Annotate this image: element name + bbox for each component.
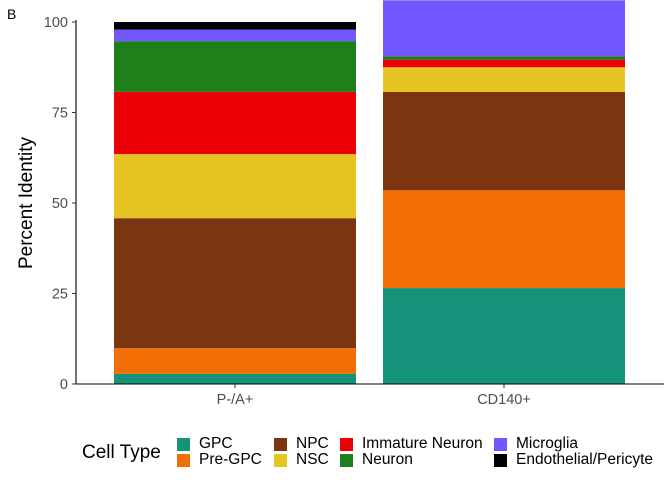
legend-item: Immature Neuron bbox=[340, 435, 483, 453]
y-tick-label: 100 bbox=[44, 15, 68, 31]
bar-segment bbox=[114, 91, 356, 155]
legend-label: Endothelial/Pericyte bbox=[516, 451, 653, 468]
legend-item: NPC bbox=[274, 435, 329, 453]
legend-key bbox=[274, 437, 287, 451]
legend-label: Microglia bbox=[516, 435, 579, 452]
legend-item: Microglia bbox=[494, 435, 578, 453]
legend-label: NPC bbox=[296, 435, 329, 452]
legend-key bbox=[494, 453, 507, 467]
bar-segment bbox=[383, 91, 625, 191]
legend-key bbox=[340, 453, 353, 467]
legend-item: Neuron bbox=[340, 451, 413, 469]
bar-segment bbox=[114, 373, 356, 384]
x-tick-label: CD140+ bbox=[477, 392, 531, 408]
legend-key bbox=[177, 437, 190, 451]
legend-label: NSC bbox=[296, 451, 329, 468]
panel-label: B bbox=[7, 6, 17, 22]
bar-segment bbox=[383, 59, 625, 68]
bar-segment bbox=[114, 29, 356, 42]
legend-label: Pre-GPC bbox=[199, 451, 262, 468]
legend-key bbox=[274, 453, 287, 467]
legend-item: Pre-GPC bbox=[177, 451, 262, 469]
legend-label: GPC bbox=[199, 435, 233, 452]
legend-item: Endothelial/Pericyte bbox=[494, 451, 653, 469]
bar-segment bbox=[383, 288, 625, 384]
bar-segment bbox=[114, 348, 356, 374]
legend-key bbox=[340, 437, 353, 451]
legend-label: Neuron bbox=[362, 451, 413, 468]
bar-segment bbox=[114, 41, 356, 92]
legend-item: NSC bbox=[274, 451, 329, 469]
y-tick-label: 25 bbox=[52, 287, 68, 303]
bar-segment bbox=[383, 56, 625, 60]
y-tick-label: 50 bbox=[52, 196, 68, 212]
stacked-bar-chart: 0 25 50 75 100 P-/A+ CD140+ Percent Identity bbox=[16, 0, 664, 408]
bar-segment bbox=[383, 190, 625, 289]
legend-label: Immature Neuron bbox=[362, 435, 483, 452]
legend-key bbox=[177, 453, 190, 467]
legend-key bbox=[494, 437, 507, 451]
bar-segment bbox=[383, 67, 625, 92]
bar-segment bbox=[114, 154, 356, 219]
legend: Cell Type GPC Pre-GPC NPC NSC Immature Neuro… bbox=[0, 432, 672, 472]
legend-title: Cell Type bbox=[82, 442, 161, 463]
bar-segment bbox=[114, 218, 356, 349]
y-tick-label: 75 bbox=[52, 106, 68, 122]
y-axis-label: Percent Identity bbox=[16, 136, 37, 269]
x-tick-label: P-/A+ bbox=[217, 392, 254, 408]
bar-segment bbox=[383, 0, 625, 57]
y-tick-label: 0 bbox=[60, 377, 68, 393]
legend-item: GPC bbox=[177, 435, 233, 453]
bar-segment bbox=[114, 22, 356, 30]
